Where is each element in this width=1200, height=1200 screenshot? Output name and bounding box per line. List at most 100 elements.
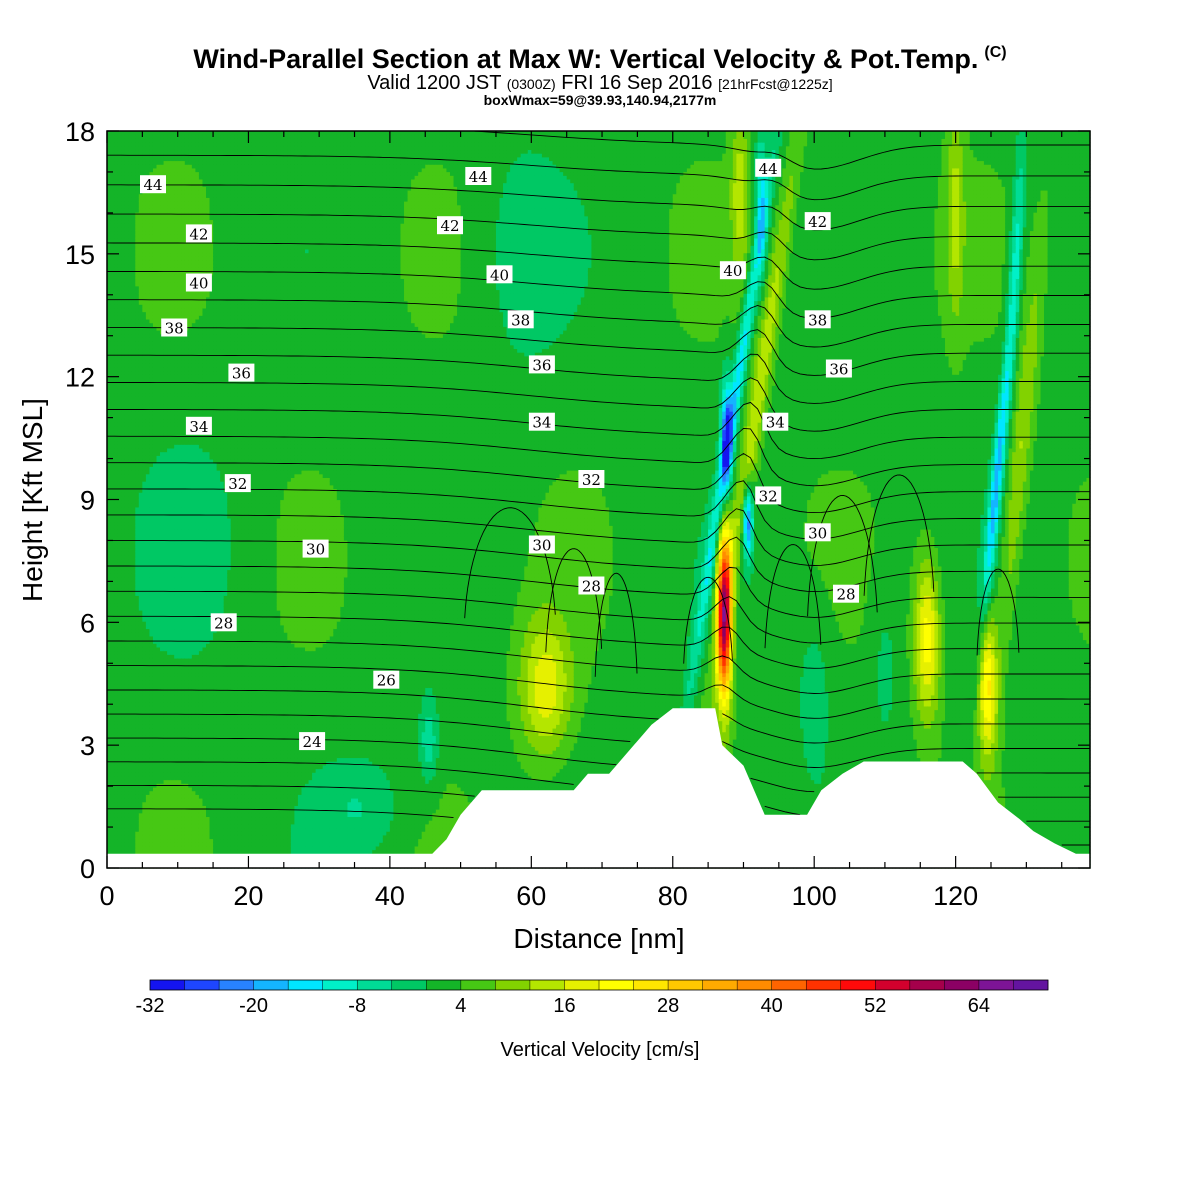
w-cell	[181, 363, 186, 368]
w-cell	[121, 823, 126, 829]
w-cell	[114, 720, 119, 725]
w-cell	[117, 134, 122, 139]
w-cell	[142, 779, 147, 784]
w-cell	[145, 400, 151, 405]
w-cell	[121, 178, 126, 184]
w-cell	[160, 628, 165, 633]
w-cell	[156, 344, 161, 350]
w-cell	[128, 223, 133, 228]
w-cell	[142, 617, 147, 622]
w-cell	[160, 392, 165, 397]
w-cell	[167, 282, 172, 287]
w-cell	[152, 624, 158, 630]
w-cell	[156, 724, 161, 729]
w-cell	[145, 484, 151, 490]
w-cell	[114, 654, 119, 659]
w-cell	[131, 665, 136, 670]
w-cell	[142, 440, 147, 445]
w-cell	[142, 433, 147, 438]
w-cell	[121, 709, 126, 714]
w-cell	[128, 532, 133, 537]
w-cell	[110, 779, 115, 784]
w-cell	[131, 786, 136, 792]
w-cell	[191, 573, 196, 578]
w-cell	[107, 790, 112, 795]
w-cell	[177, 801, 182, 806]
w-cell	[156, 219, 161, 224]
w-cell	[184, 352, 189, 357]
w-cell	[145, 772, 151, 777]
w-cell	[128, 816, 133, 821]
w-cell	[177, 580, 182, 585]
w-cell	[170, 341, 175, 346]
w-cell	[174, 595, 179, 600]
w-cell	[131, 131, 136, 136]
w-cell	[128, 455, 133, 460]
w-cell	[124, 226, 129, 232]
w-cell	[124, 772, 129, 777]
w-cell	[188, 739, 193, 744]
w-cell	[135, 797, 140, 803]
w-cell	[188, 599, 193, 604]
w-cell	[191, 444, 196, 449]
w-cell	[117, 694, 122, 700]
w-cell	[135, 311, 140, 316]
w-cell	[138, 197, 143, 202]
w-cell	[163, 702, 168, 707]
w-cell	[121, 429, 126, 434]
w-cell	[163, 201, 168, 206]
w-cell	[145, 849, 151, 854]
w-cell	[128, 355, 133, 361]
w-cell	[167, 145, 172, 151]
w-cell	[149, 812, 154, 818]
w-cell	[124, 720, 129, 725]
w-cell	[152, 691, 158, 696]
w-cell	[138, 307, 143, 313]
w-cell	[128, 742, 133, 747]
w-cell	[184, 186, 189, 191]
w-cell	[142, 716, 147, 722]
w-cell	[142, 565, 147, 571]
w-cell	[188, 204, 193, 209]
w-cell	[174, 610, 179, 615]
w-cell	[121, 610, 126, 615]
w-cell	[145, 823, 151, 829]
w-cell	[160, 540, 165, 545]
w-cell	[124, 665, 129, 670]
w-cell	[124, 414, 129, 420]
w-cell	[181, 635, 186, 641]
w-cell	[149, 204, 154, 209]
w-cell	[110, 322, 115, 327]
w-cell	[167, 156, 172, 162]
w-cell	[131, 352, 136, 357]
w-cell	[128, 248, 133, 254]
w-cell	[177, 149, 182, 154]
w-cell	[110, 591, 115, 596]
w-cell	[160, 341, 165, 346]
w-cell	[121, 458, 126, 464]
w-cell	[107, 551, 112, 556]
w-cell	[107, 775, 112, 781]
w-cell	[181, 805, 186, 810]
w-cell	[124, 661, 129, 666]
w-cell	[142, 657, 147, 663]
w-cell	[163, 388, 168, 394]
w-cell	[188, 436, 193, 442]
w-cell	[156, 444, 161, 449]
w-cell	[152, 396, 158, 401]
w-cell	[160, 337, 165, 342]
w-cell	[145, 606, 151, 611]
w-cell	[114, 348, 119, 353]
w-cell	[128, 610, 133, 615]
w-cell	[142, 809, 147, 814]
w-cell	[177, 440, 182, 445]
w-cell	[131, 138, 136, 143]
w-cell	[114, 514, 119, 519]
w-cell	[110, 370, 115, 375]
w-cell	[177, 691, 182, 696]
w-cell	[170, 823, 175, 829]
w-cell	[163, 521, 168, 526]
w-cell	[117, 197, 122, 202]
w-cell	[149, 827, 154, 832]
w-cell	[177, 587, 182, 593]
